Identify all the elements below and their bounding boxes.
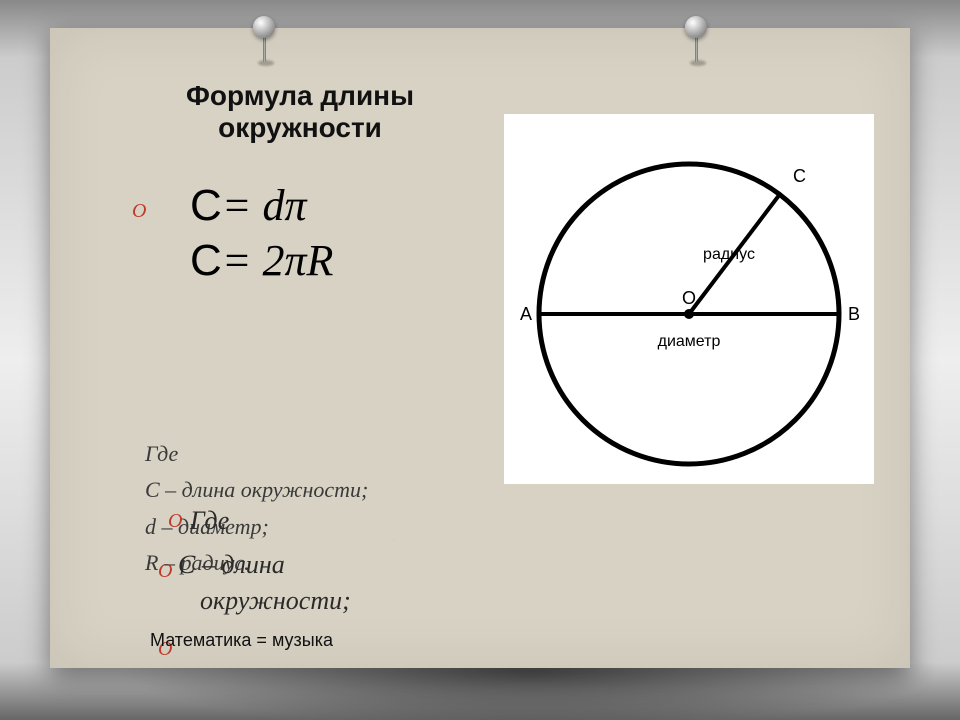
- svg-text:радиус: радиус: [703, 246, 755, 263]
- formula-lhs: С: [190, 181, 222, 230]
- overlay-heading: Где: [190, 506, 229, 536]
- formula-lhs: С: [190, 236, 222, 285]
- equals-sign: =: [222, 181, 252, 230]
- svg-text:O: O: [682, 288, 696, 308]
- equals-sign: =: [222, 236, 252, 285]
- svg-text:A: A: [520, 304, 532, 324]
- svg-text:C: C: [793, 166, 806, 186]
- circle-diagram: A B O Cрадиус диаметр: [504, 114, 874, 484]
- formula-line-1: С= dπ: [190, 178, 333, 233]
- pushpin-right: [682, 14, 710, 66]
- overlay-line-2: С – длина: [178, 550, 285, 580]
- slide-title: Формула длины окружности: [130, 80, 470, 144]
- svg-text:B: B: [848, 304, 860, 324]
- overlay-l2b: длина: [221, 550, 284, 579]
- pushpin-left: [250, 14, 278, 66]
- bullet-icon: O: [132, 200, 146, 223]
- slide-card: Формула длины окружности O O O O С= dπ С…: [50, 28, 910, 668]
- formula-rhs: 2πR: [262, 236, 333, 285]
- circle-svg: A B O Cрадиус диаметр: [504, 114, 874, 484]
- formula-rhs: dπ: [262, 181, 306, 230]
- svg-text:диаметр: диаметр: [658, 333, 721, 350]
- legend-line-c: C – длина окружности;: [145, 472, 368, 508]
- footer-text: Математика = музыка: [150, 630, 333, 651]
- overlay-l2a: С: [178, 550, 195, 579]
- formula-line-2: С= 2πR: [190, 233, 333, 288]
- legend-line-d: d – диаметр;: [145, 509, 368, 545]
- legend-heading: Где: [145, 436, 368, 472]
- formula-block: С= dπ С= 2πR: [190, 178, 333, 288]
- overlay-line-3: окружности;: [200, 586, 351, 616]
